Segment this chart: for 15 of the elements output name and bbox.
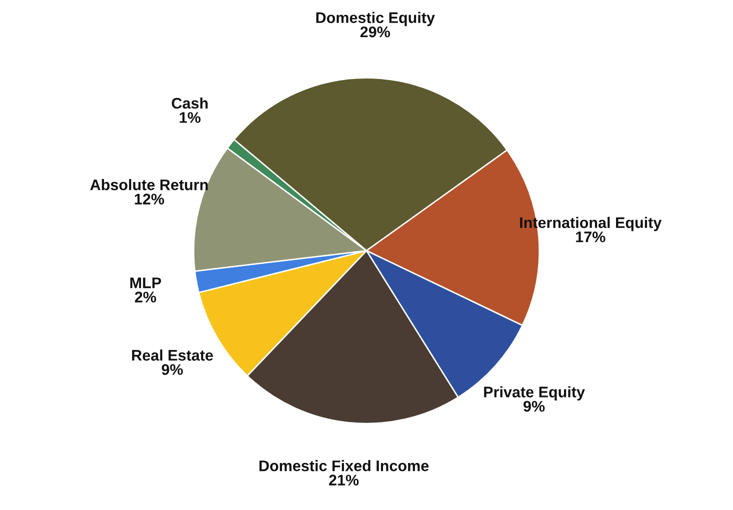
data-label: 12%	[134, 194, 164, 204]
slice-label: Private Equity	[484, 386, 585, 400]
data-label: 21%	[329, 474, 359, 486]
data-label: 1%	[180, 112, 201, 123]
slice-label: Domestic Equity	[316, 12, 435, 26]
data-label: 9%	[162, 364, 183, 375]
data-label: 9%	[524, 400, 545, 412]
slice-label: Cash	[172, 97, 208, 109]
slice-label: Absolute Return	[90, 179, 208, 190]
data-label: 2%	[134, 292, 156, 302]
data-label: 29%	[360, 26, 390, 38]
data-label: 17%	[576, 232, 606, 242]
slice-label: Domestic Fixed Income	[259, 460, 429, 472]
slice-label: Real Estate	[132, 349, 213, 361]
slice-label: MLP	[130, 278, 162, 288]
